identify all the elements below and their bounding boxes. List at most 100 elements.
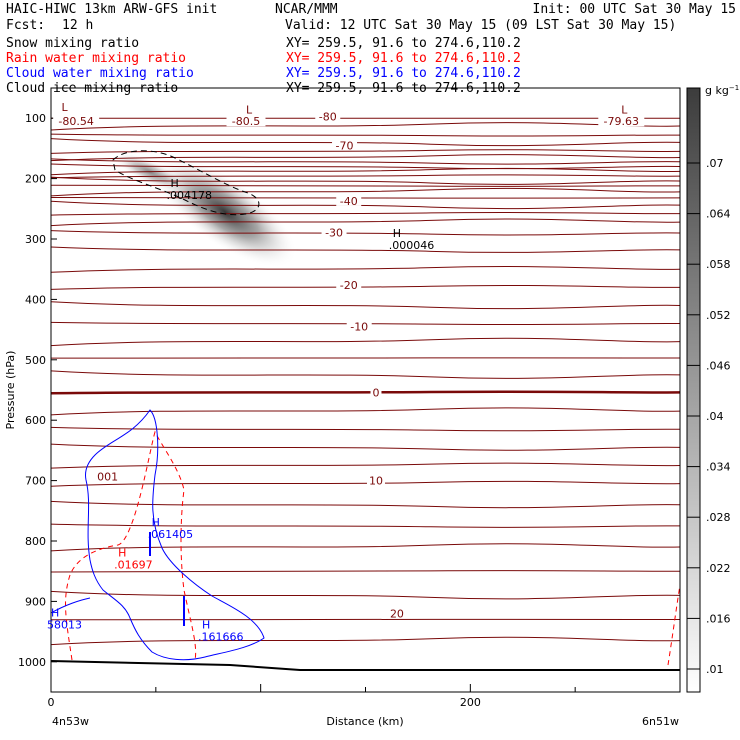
extremum-value: .004178 — [167, 189, 213, 202]
y-tick-label: 800 — [25, 535, 46, 548]
contour-label-bg — [346, 319, 372, 332]
colorbar-label: .064 — [706, 208, 731, 221]
contour-value-label: 001 — [97, 471, 118, 484]
isotherm-line — [51, 200, 680, 210]
isotherm-line — [51, 246, 680, 253]
contour-label-bg — [321, 225, 347, 238]
isotherm-line — [51, 176, 680, 185]
rain-water-contour — [65, 430, 197, 661]
colorbar-label: .07 — [706, 157, 724, 170]
colorbar-labels: .07 .064 .058 .052 .046 .04 .034 .028 .022 .016 .0… — [687, 157, 731, 676]
temperature-contour-label: -20 — [340, 279, 358, 292]
field-rain-xy: XY= 259.5, 91.6 to 274.6,110.2 — [286, 51, 521, 66]
y-tick-label: 900 — [25, 595, 46, 608]
isotherm-line — [51, 266, 680, 273]
isotherm-line — [51, 149, 680, 154]
isotherm-line — [51, 133, 680, 137]
extremum-marker: H — [51, 607, 59, 620]
isotherm-line — [51, 480, 680, 487]
isotherm-line — [51, 184, 680, 187]
colorbar-label: .01 — [706, 663, 724, 676]
extremum-value: .000046 — [389, 239, 435, 252]
extremum-value: .01697 — [114, 559, 152, 572]
contour-label-bg — [387, 606, 406, 619]
extrema-bars — [149, 532, 185, 626]
rain-water-contour-right — [667, 584, 681, 666]
contour-label-bg — [366, 473, 385, 486]
extremum-value: .061405 — [148, 528, 194, 541]
isotherm-line — [51, 407, 680, 416]
x-axis: 0 200 — [48, 684, 681, 709]
isotherm-line — [51, 301, 680, 310]
field-rain-name: Rain water mixing ratio — [6, 51, 187, 66]
isotherm-line — [51, 590, 680, 600]
extremum-marker: H — [152, 516, 160, 529]
extremum-value: .161666 — [198, 631, 244, 644]
field-cloudwater-xy: XY= 259.5, 91.6 to 274.6,110.2 — [286, 66, 521, 81]
extremum-marker: H — [118, 547, 126, 560]
temperature-contour-label: -80 — [319, 110, 337, 123]
valid-time: Valid: 12 UTC Sat 30 May 15 (09 LST Sat … — [285, 18, 677, 33]
right-endpoint: 6n51w — [642, 715, 679, 728]
extremum-marker: H — [202, 619, 210, 632]
contour-labels: -80.54 -80.5 -80 -79.63 -70 -40 -30 -20 -10 0 10 20… — [47, 101, 645, 644]
colorbar-label: .058 — [706, 258, 731, 271]
cloud-water-contour-left — [50, 597, 91, 614]
isotherm-line — [51, 500, 680, 509]
field-snow-name: Snow mixing ratio — [6, 36, 140, 51]
temperature-contour-label: 10 — [369, 475, 383, 488]
y-tick-label: 600 — [25, 414, 46, 427]
cloud-ice-contour — [112, 150, 260, 216]
isotherm-line — [51, 443, 680, 451]
contour-label-bg — [226, 114, 266, 127]
isotherm-line — [51, 174, 680, 179]
isotherm-line — [51, 543, 680, 552]
isotherm-line — [51, 167, 680, 176]
isotherm-line — [51, 187, 680, 197]
x-axis-label: Distance (km) — [326, 715, 403, 728]
y-tick-label: 300 — [25, 233, 46, 246]
terrain-line — [50, 660, 680, 671]
contour-label-bg — [332, 138, 358, 151]
contour-label-bg — [336, 193, 362, 206]
y-tick-label: 1000 — [18, 656, 46, 669]
y-tick-label: 700 — [25, 475, 46, 488]
isotherm-line — [51, 321, 680, 326]
field-snow-xy: XY= 259.5, 91.6 to 274.6,110.2 — [286, 36, 521, 51]
y-tick-label: 500 — [25, 354, 46, 367]
isotherm-line — [51, 122, 680, 131]
extremum-marker: L — [246, 103, 253, 116]
extremum-value: 58013 — [47, 619, 82, 632]
temperature-contour-label: 0 — [372, 386, 379, 399]
isotherm-line — [51, 618, 680, 621]
isotherm-line — [51, 211, 680, 216]
colorbar-unit: g kg−1 — [705, 84, 739, 97]
temperature-contour-label: 20 — [390, 607, 404, 620]
isotherm-line — [51, 426, 680, 432]
y-tick-label: 100 — [25, 112, 46, 125]
isotherm-line — [51, 636, 680, 646]
isotherm-line — [51, 337, 680, 347]
temperature-contour-label: -79.63 — [604, 115, 639, 128]
init-time: Init: 00 UTC Sat 30 May 15 — [532, 2, 737, 17]
field-cloudwater-name: Cloud water mixing ratio — [6, 66, 194, 81]
snow-shading — [152, 156, 298, 268]
colorbar-label: .016 — [706, 612, 731, 625]
isotherm-line — [51, 196, 680, 199]
extremum-marker: L — [621, 103, 628, 116]
x-tick-label: 200 — [460, 696, 481, 709]
temperature-contour-label: -80.5 — [232, 115, 260, 128]
colorbar-label: .052 — [706, 309, 731, 322]
contour-label-bg — [315, 109, 341, 122]
temperature-isotherms — [51, 117, 680, 646]
y-tick-label: 200 — [25, 173, 46, 186]
isotherm-line — [51, 158, 680, 165]
temperature-contour-label: -30 — [325, 226, 343, 239]
colorbar-label: .022 — [706, 562, 731, 575]
left-endpoint: 4n53w — [52, 715, 89, 728]
colorbar-label: .046 — [706, 359, 731, 372]
forecast-label: Fcst: — [6, 18, 46, 33]
colorbar-label: .028 — [706, 511, 731, 524]
contour-label-bg — [53, 114, 100, 127]
